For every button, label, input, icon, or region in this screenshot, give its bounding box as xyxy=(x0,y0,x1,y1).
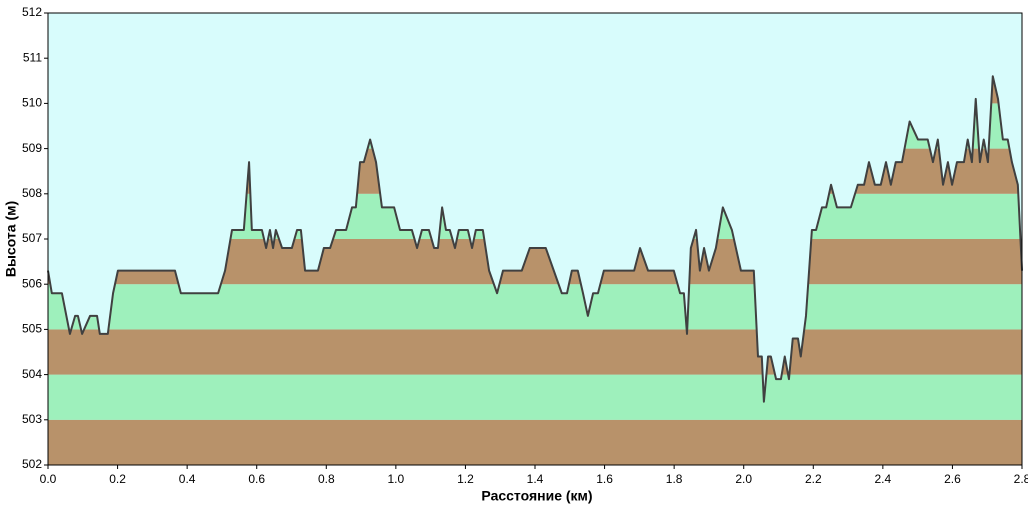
x-tick-label: 2.4 xyxy=(875,472,892,486)
x-tick-label: 2.2 xyxy=(805,472,822,486)
x-tick-label: 0.6 xyxy=(248,472,265,486)
x-tick-label: 2.0 xyxy=(735,472,752,486)
x-tick-label: 1.2 xyxy=(457,472,474,486)
y-tick-label: 511 xyxy=(23,50,42,64)
x-axis-title: Расстояние (км) xyxy=(481,488,592,504)
x-tick-label: 0.0 xyxy=(40,472,57,486)
y-tick-label: 502 xyxy=(22,457,42,471)
y-tick-label: 510 xyxy=(22,96,42,110)
y-tick-label: 503 xyxy=(22,412,42,426)
y-tick-label: 512 xyxy=(22,5,42,19)
elevation-band xyxy=(48,329,1022,375)
elevation-band xyxy=(48,374,1022,420)
x-tick-label: 1.6 xyxy=(596,472,613,486)
x-tick-label: 0.4 xyxy=(179,472,196,486)
x-tick-label: 2.8 xyxy=(1014,472,1028,486)
x-tick-label: 0.8 xyxy=(318,472,335,486)
y-axis-title: Высота (м) xyxy=(3,201,19,277)
x-tick-label: 1.0 xyxy=(388,472,405,486)
x-tick-label: 0.2 xyxy=(109,472,126,486)
x-tick-label: 2.6 xyxy=(944,472,961,486)
y-tick-label: 506 xyxy=(22,276,42,290)
y-tick-label: 509 xyxy=(22,141,42,155)
x-tick-label: 1.4 xyxy=(527,472,544,486)
elevation-band xyxy=(48,419,1022,465)
y-tick-label: 508 xyxy=(22,186,42,200)
y-tick-label: 507 xyxy=(22,231,42,245)
x-tick-label: 1.8 xyxy=(666,472,683,486)
y-tick-label: 505 xyxy=(22,322,42,336)
elevation-line xyxy=(47,75,1023,403)
y-tick-label: 504 xyxy=(22,367,42,381)
